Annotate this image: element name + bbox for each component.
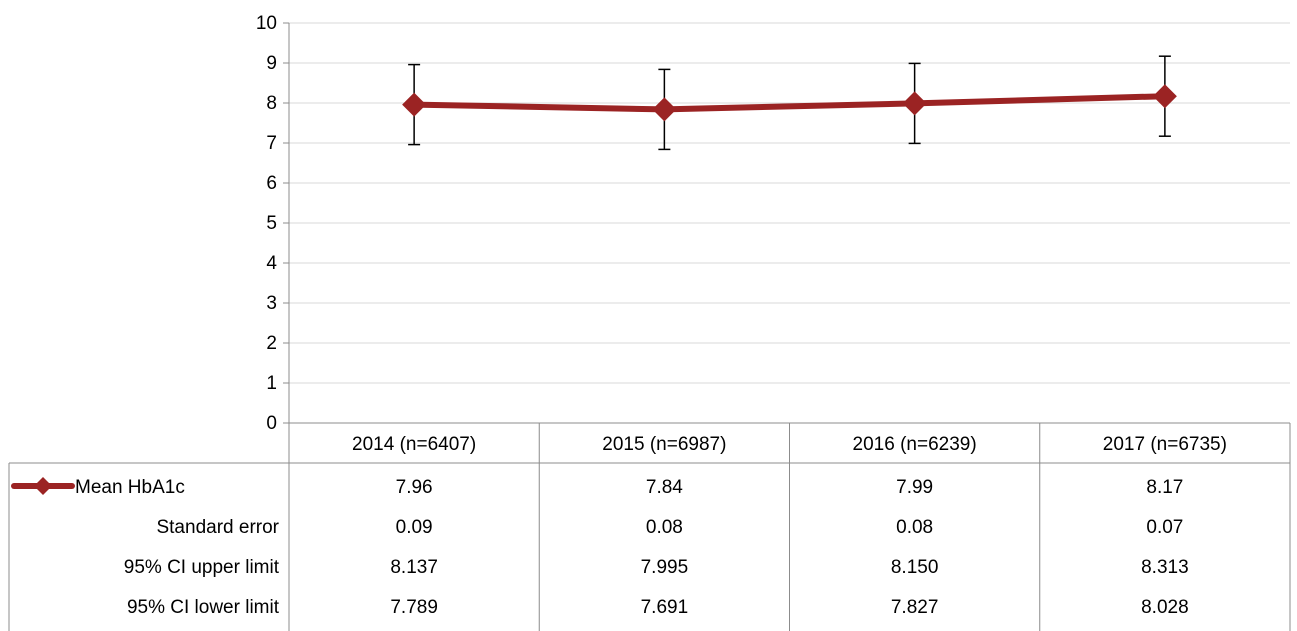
table-cell: 0.07 bbox=[1146, 517, 1183, 538]
table-cell: 7.96 bbox=[396, 477, 433, 498]
table-row-label: 95% CI lower limit bbox=[127, 597, 280, 618]
table-row-label: Mean HbA1c bbox=[75, 477, 185, 498]
table-cell: 7.691 bbox=[641, 597, 689, 618]
table-cell: 7.827 bbox=[891, 597, 939, 618]
y-axis: 0 1 2 3 4 5 6 7 8 9 10 bbox=[256, 13, 290, 434]
data-point bbox=[402, 92, 427, 117]
y-tick-label: 6 bbox=[266, 173, 277, 194]
table-row-label: Standard error bbox=[156, 517, 279, 538]
category-label: 2015 (n=6987) bbox=[602, 434, 726, 455]
table-cell: 7.84 bbox=[646, 477, 683, 498]
table-cell: 8.137 bbox=[390, 557, 438, 578]
y-tick-label: 1 bbox=[266, 373, 277, 394]
series-line bbox=[411, 93, 1168, 113]
table-cell: 8.313 bbox=[1141, 557, 1189, 578]
category-label: 2016 (n=6239) bbox=[853, 434, 977, 455]
y-tick-label: 10 bbox=[256, 13, 277, 34]
data-point bbox=[652, 97, 677, 122]
table-cell: 7.995 bbox=[641, 557, 689, 578]
table-cell: 0.08 bbox=[896, 517, 933, 538]
y-tick-label: 8 bbox=[266, 93, 277, 114]
table-cell: 0.09 bbox=[396, 517, 433, 538]
y-tick-label: 4 bbox=[266, 253, 277, 274]
table-cell: 0.08 bbox=[646, 517, 683, 538]
y-tick-label: 9 bbox=[266, 53, 277, 74]
category-label: 2014 (n=6407) bbox=[352, 434, 476, 455]
y-tick-label: 2 bbox=[266, 333, 277, 354]
data-table: 2014 (n=6407) 2015 (n=6987) 2016 (n=6239) 2… bbox=[8, 422, 1291, 631]
data-point bbox=[902, 91, 927, 116]
y-tick-label: 5 bbox=[266, 213, 277, 234]
category-label: 2017 (n=6735) bbox=[1103, 434, 1227, 455]
grid bbox=[289, 22, 1290, 384]
y-tick-label: 3 bbox=[266, 293, 277, 314]
series-layer bbox=[402, 55, 1177, 151]
table-row-label: 95% CI upper limit bbox=[124, 557, 280, 578]
table-cell: 7.789 bbox=[390, 597, 438, 618]
legend-key-marker bbox=[34, 477, 52, 495]
y-tick-label: 7 bbox=[266, 133, 277, 154]
data-point bbox=[1152, 84, 1177, 109]
y-tick-label: 0 bbox=[266, 413, 277, 434]
table-cell: 8.17 bbox=[1146, 477, 1183, 498]
table-cell: 8.028 bbox=[1141, 597, 1189, 618]
table-cell: 7.99 bbox=[896, 477, 933, 498]
table-cell: 8.150 bbox=[891, 557, 939, 578]
